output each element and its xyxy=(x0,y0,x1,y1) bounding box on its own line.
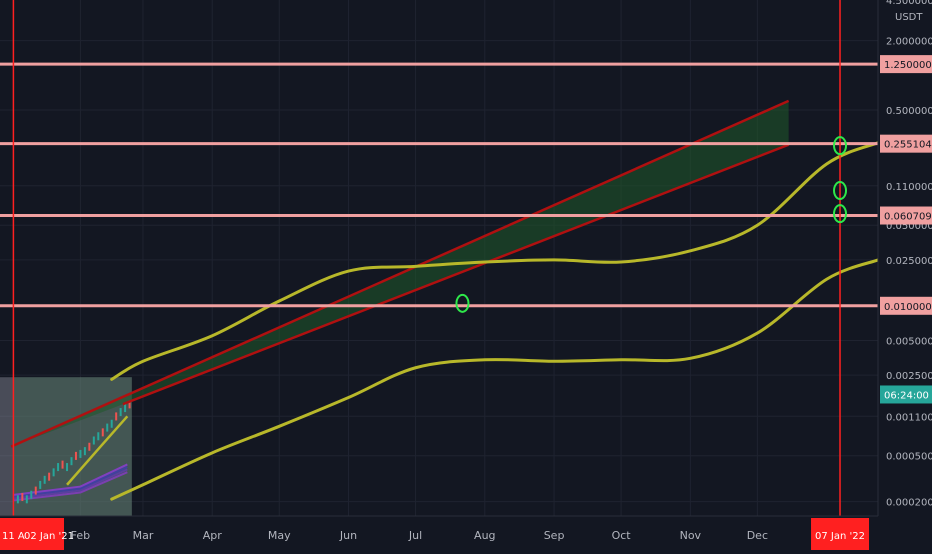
candle xyxy=(119,408,122,417)
date-badge-partial-label: 11 A xyxy=(2,531,25,542)
candle xyxy=(30,490,33,499)
candle xyxy=(83,447,86,456)
channel-lower-line[interactable] xyxy=(122,143,790,406)
time-tick-label: Oct xyxy=(612,529,632,542)
countdown-badge xyxy=(880,385,932,404)
time-tick-label: Aug xyxy=(474,529,495,542)
candle xyxy=(70,457,73,466)
time-tick-label: Dec xyxy=(747,529,768,542)
level-badge xyxy=(880,206,932,225)
candle xyxy=(57,463,60,472)
candle xyxy=(110,419,113,428)
circle-marker xyxy=(455,293,470,313)
circle-marker xyxy=(833,136,848,156)
time-tick-label: May xyxy=(268,529,291,542)
candle xyxy=(106,423,109,432)
candle xyxy=(128,400,131,409)
date-badge-label: 02 Jan '21 xyxy=(24,531,74,542)
candle xyxy=(66,463,69,472)
countdown-label: 06:24:00 xyxy=(884,390,929,401)
level-badge xyxy=(880,55,932,74)
candle xyxy=(124,404,127,413)
candle xyxy=(74,451,77,460)
candle xyxy=(43,475,46,484)
candle xyxy=(101,428,104,437)
candle xyxy=(16,495,19,504)
level-badge xyxy=(880,134,932,153)
circle-marker xyxy=(833,181,848,201)
time-tick-label: Mar xyxy=(133,529,154,542)
moving-average-line xyxy=(13,471,128,502)
date-badge xyxy=(0,518,64,550)
band-curve-2[interactable] xyxy=(110,258,880,501)
candle xyxy=(115,412,118,421)
date-badge xyxy=(811,518,870,550)
candle xyxy=(39,480,42,489)
time-tick-label: Jul xyxy=(408,529,422,542)
time-axis[interactable] xyxy=(0,516,932,550)
candle xyxy=(79,449,82,458)
channel-upper-line[interactable] xyxy=(10,99,790,448)
level-badge xyxy=(880,296,932,315)
quote-currency-label: USDT xyxy=(895,12,923,23)
early-curve xyxy=(66,415,129,486)
time-tick-label: Jun xyxy=(339,529,357,542)
candle xyxy=(88,442,91,451)
candle xyxy=(48,472,51,481)
price-tick-label: 0.0002000 xyxy=(886,498,932,509)
candle xyxy=(92,436,95,445)
candle xyxy=(34,486,37,495)
price-axis[interactable] xyxy=(878,0,932,516)
time-tick-label: Nov xyxy=(680,529,702,542)
time-tick-label: Feb xyxy=(71,529,90,542)
band-curve-1[interactable] xyxy=(110,141,880,381)
level-badge-label: 0.2551041 xyxy=(884,140,932,151)
candle xyxy=(52,468,55,477)
candle xyxy=(97,432,100,441)
circle-marker xyxy=(833,204,848,224)
time-tick-label: Apr xyxy=(203,529,223,542)
moving-average-line xyxy=(13,468,128,500)
candle xyxy=(21,492,24,502)
candle xyxy=(25,495,28,504)
candle xyxy=(61,460,64,469)
time-tick-label: Sep xyxy=(544,529,565,542)
date-badge-label: 07 Jan '22 xyxy=(815,531,865,542)
level-badge-label: 0.0607092 xyxy=(884,212,932,223)
